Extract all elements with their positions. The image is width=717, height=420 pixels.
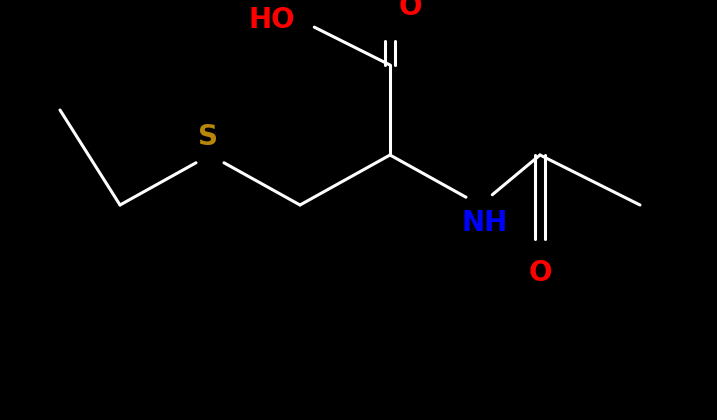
Text: S: S — [198, 123, 218, 151]
Text: O: O — [398, 0, 422, 21]
Text: HO: HO — [249, 6, 295, 34]
Text: NH: NH — [462, 209, 508, 237]
Text: O: O — [528, 259, 552, 287]
